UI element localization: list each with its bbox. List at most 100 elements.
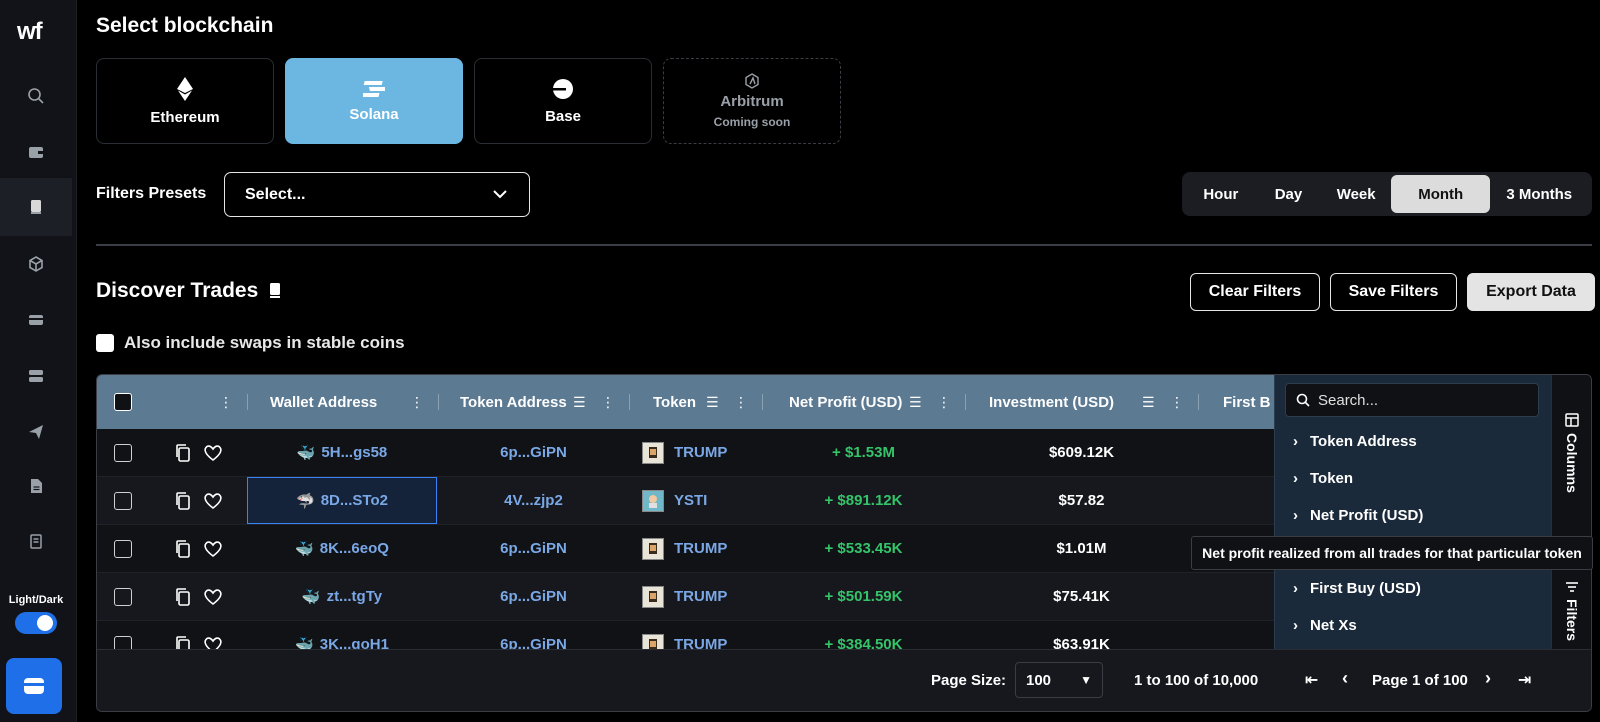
- column-menu-icon[interactable]: ⋮: [601, 394, 615, 410]
- heart-icon[interactable]: [202, 573, 224, 620]
- header-wallet-address[interactable]: Wallet Address: [270, 393, 378, 411]
- wallet-address-cell[interactable]: 🐳 zt...tgTy: [301, 588, 383, 606]
- range-3-months[interactable]: 3 Months: [1506, 185, 1573, 203]
- column-menu-icon[interactable]: ⋮: [937, 394, 951, 410]
- column-item-first-buy[interactable]: › First Buy (USD): [1293, 580, 1421, 597]
- table-row[interactable]: 🐳 zt...tgTy 6p...GiPN TRUMP + $501.59K $7…: [97, 573, 1274, 621]
- divider: [96, 244, 1592, 246]
- chain-base[interactable]: Base: [474, 58, 652, 144]
- column-menu-icon[interactable]: ⋮: [1170, 394, 1184, 410]
- copy-icon[interactable]: [173, 477, 193, 524]
- select-all-checkbox[interactable]: [114, 393, 132, 411]
- filters-presets-label: Filters Presets: [96, 185, 207, 202]
- base-icon: [552, 78, 573, 99]
- first-page-icon[interactable]: ⇤: [1305, 672, 1319, 689]
- server-icon[interactable]: [0, 354, 72, 398]
- token-address-cell[interactable]: 6p...GiPN: [500, 444, 567, 461]
- tab-columns[interactable]: Columns: [1564, 413, 1580, 493]
- filter-icon[interactable]: ☰: [909, 394, 922, 410]
- chain-name: Solana: [349, 105, 399, 123]
- discover-title-text: Discover Trades: [96, 279, 259, 302]
- chat-button[interactable]: [6, 658, 62, 714]
- header-investment[interactable]: Investment (USD): [989, 393, 1115, 411]
- table-row[interactable]: 🐳 5H...gs58 6p...GiPN TRUMP + $1.53M $609…: [97, 429, 1274, 477]
- page-size-select[interactable]: 100 ▼: [1015, 662, 1103, 698]
- document-icon[interactable]: [0, 464, 72, 508]
- next-page-icon[interactable]: ›: [1485, 668, 1491, 688]
- heart-icon[interactable]: [202, 525, 224, 572]
- app-logo[interactable]: wf: [17, 18, 43, 45]
- columns-search-input[interactable]: Search...: [1285, 383, 1539, 417]
- filter-icon: [1566, 582, 1578, 592]
- range-day[interactable]: Day: [1274, 185, 1303, 203]
- header-net-profit[interactable]: Net Profit (USD): [789, 393, 903, 411]
- coming-soon-label: Coming soon: [713, 115, 791, 129]
- filter-icon[interactable]: ☰: [706, 394, 719, 410]
- prev-page-icon[interactable]: ‹: [1342, 668, 1348, 688]
- solana-icon: [363, 80, 385, 97]
- export-data-button[interactable]: Export Data: [1467, 273, 1595, 311]
- token-cell[interactable]: TRUMP: [642, 429, 762, 476]
- column-menu-icon[interactable]: ⋮: [219, 394, 233, 410]
- header-token-address[interactable]: Token Address: [460, 393, 567, 411]
- wallet-address-cell[interactable]: 🐳 8K...6eoQ: [295, 540, 389, 558]
- token-cell[interactable]: TRUMP: [642, 525, 762, 572]
- filters-presets-select[interactable]: Select...: [224, 172, 530, 217]
- select-blockchain-title: Select blockchain: [96, 14, 274, 37]
- copy-icon[interactable]: [173, 573, 193, 620]
- theme-toggle[interactable]: [15, 612, 57, 634]
- token-address-cell[interactable]: 6p...GiPN: [500, 540, 567, 557]
- tab-filters[interactable]: Filters: [1564, 581, 1580, 641]
- token-address-cell[interactable]: 6p...GiPN: [500, 588, 567, 605]
- search-icon[interactable]: [0, 74, 72, 118]
- heart-icon[interactable]: [202, 477, 224, 524]
- filter-icon[interactable]: ☰: [573, 394, 586, 410]
- book-icon[interactable]: [0, 178, 72, 236]
- include-stable-label: Also include swaps in stable coins: [124, 333, 405, 352]
- column-item-net-profit[interactable]: › Net Profit (USD): [1293, 507, 1424, 524]
- wallet-icon[interactable]: [0, 130, 72, 174]
- range-month[interactable]: Month: [1390, 175, 1491, 213]
- wallet-address-cell[interactable]: 🦈 8D...STo2: [247, 477, 437, 524]
- chain-ethereum[interactable]: Ethereum: [96, 58, 274, 144]
- column-item-token[interactable]: › Token: [1293, 470, 1354, 487]
- send-icon[interactable]: [0, 410, 72, 454]
- receipt-icon[interactable]: [0, 520, 72, 564]
- header-token[interactable]: Token: [653, 393, 697, 411]
- column-menu-icon[interactable]: ⋮: [734, 394, 748, 410]
- wallet-address-cell[interactable]: 🐳 5H...gs58: [296, 444, 388, 462]
- header-first-buy[interactable]: First B: [1223, 393, 1271, 411]
- include-stable-row[interactable]: Also include swaps in stable coins: [96, 333, 405, 353]
- chain-solana[interactable]: Solana: [285, 58, 463, 144]
- last-page-icon[interactable]: ⇥: [1518, 672, 1532, 689]
- heart-icon[interactable]: [202, 621, 224, 668]
- heart-icon[interactable]: [202, 429, 224, 476]
- column-menu-icon[interactable]: ⋮: [410, 394, 424, 410]
- token-address-cell[interactable]: 4V...zjp2: [504, 492, 563, 509]
- token-cell[interactable]: TRUMP: [642, 573, 762, 620]
- time-range-group: Hour Day Week Month 3 Months: [1182, 172, 1592, 216]
- copy-icon[interactable]: [173, 525, 193, 572]
- include-stable-checkbox[interactable]: [96, 334, 114, 352]
- investment-cell: $75.41K: [1053, 588, 1110, 605]
- cube-icon[interactable]: [0, 242, 72, 286]
- table-row[interactable]: 🦈 8D...STo2 4V...zjp2 YSTI + $891.12K $57…: [97, 477, 1274, 525]
- save-filters-button[interactable]: Save Filters: [1330, 273, 1457, 311]
- filter-icon[interactable]: ☰: [1142, 394, 1155, 410]
- column-item-token-address[interactable]: › Token Address: [1293, 433, 1417, 450]
- token-address-cell[interactable]: 6p...GiPN: [500, 636, 567, 653]
- row-checkbox[interactable]: [114, 443, 132, 462]
- row-checkbox[interactable]: [114, 491, 132, 510]
- copy-icon[interactable]: [173, 429, 193, 476]
- range-hour[interactable]: Hour: [1203, 185, 1239, 203]
- column-item-net-xs[interactable]: › Net Xs: [1293, 617, 1357, 634]
- clear-filters-button[interactable]: Clear Filters: [1190, 273, 1320, 311]
- row-checkbox[interactable]: [114, 539, 132, 558]
- row-checkbox[interactable]: [114, 587, 132, 606]
- range-week[interactable]: Week: [1336, 185, 1376, 203]
- table-row[interactable]: 🐳 8K...6eoQ 6p...GiPN TRUMP + $533.45K $1…: [97, 525, 1274, 573]
- token-cell[interactable]: YSTI: [642, 477, 762, 524]
- grid-footer: Page Size: 100 ▼ 1 to 100 of 10,000 ⇤ ‹ …: [97, 649, 1591, 711]
- card-icon[interactable]: [0, 298, 72, 342]
- book-icon[interactable]: [268, 282, 282, 300]
